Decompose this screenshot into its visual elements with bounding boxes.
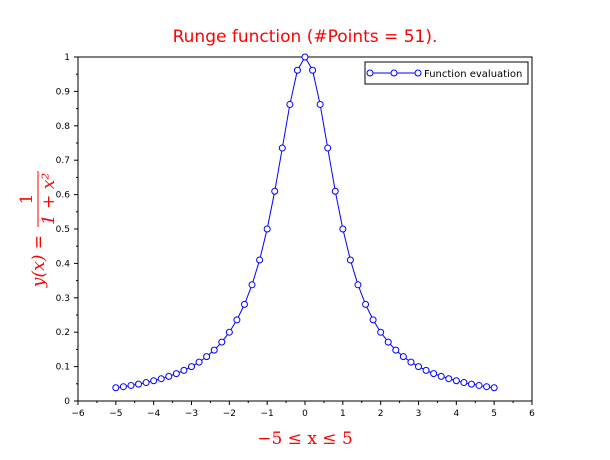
plot-area-frame (77, 56, 533, 402)
data-point (225, 328, 233, 336)
data-point (248, 281, 256, 289)
data-point (256, 256, 264, 264)
data-point (142, 379, 150, 387)
y-tick-label: 0.5 (56, 225, 70, 235)
data-point (460, 379, 468, 387)
data-point (210, 346, 218, 354)
data-point (112, 384, 120, 392)
data-point (150, 377, 158, 385)
y-tick-label: 0.3 (56, 294, 70, 304)
y-axis-label-lhs: y(x) = (29, 235, 49, 288)
data-point (278, 144, 286, 152)
series-line-function-evaluation (115, 55, 495, 389)
data-point (490, 384, 498, 392)
y-tick-label: 0.6 (56, 191, 71, 201)
data-point (286, 100, 294, 108)
data-point (188, 363, 195, 371)
data-point (407, 358, 415, 366)
data-point (240, 300, 248, 308)
data-point (165, 372, 173, 380)
data-point (301, 53, 309, 61)
x-tick-label: 1 (340, 409, 346, 419)
data-point (475, 381, 483, 389)
data-point (172, 370, 180, 378)
x-tick-label: −2 (223, 409, 236, 419)
data-point (437, 372, 445, 380)
y-tick-label: 0.1 (56, 363, 70, 373)
y-tick-label: 0.2 (56, 328, 70, 338)
data-point (180, 366, 188, 374)
data-point (331, 187, 339, 195)
data-point (309, 66, 317, 74)
x-tick-label: 3 (416, 409, 422, 419)
data-point (422, 366, 430, 374)
data-point (354, 281, 362, 289)
data-point (135, 380, 143, 388)
data-point (324, 144, 332, 152)
data-point (271, 187, 279, 195)
data-point (399, 353, 407, 361)
y-tick-label: 0.7 (56, 156, 70, 166)
data-point (127, 381, 135, 389)
legend-label: Function evaluation (424, 69, 522, 80)
x-tick-label: −4 (147, 409, 161, 419)
data-point (346, 256, 354, 264)
data-point (119, 383, 127, 391)
y-tick-label: 0 (64, 397, 70, 407)
x-axis: −6 −5 −4 −3 −2 −1 0 1 2 3 4 5 6 (71, 401, 535, 419)
data-point (452, 377, 460, 385)
data-point (263, 225, 271, 233)
legend: Function evaluation (364, 61, 529, 85)
data-point (445, 375, 453, 383)
x-tick-label: 6 (529, 409, 535, 419)
y-tick-label: 0.8 (56, 122, 71, 132)
y-axis-label-denominator: 1 + x² (39, 173, 59, 225)
data-point (483, 383, 491, 391)
x-tick-label: 4 (453, 409, 459, 419)
x-tick-label: −3 (185, 409, 198, 419)
data-point (339, 225, 347, 233)
x-axis-label: −5 ≤ x ≤ 5 (257, 429, 353, 449)
legend-marker (390, 69, 398, 77)
legend-marker (414, 69, 422, 77)
data-point (392, 346, 400, 354)
y-tick-label: 0.4 (56, 259, 71, 269)
data-point (415, 363, 422, 371)
data-point (293, 66, 301, 74)
data-point (195, 358, 203, 366)
data-point (430, 370, 438, 378)
data-point (203, 353, 211, 361)
data-point (467, 380, 475, 388)
chart-title: Runge function (#Points = 51). (173, 27, 438, 47)
x-tick-label: −6 (71, 409, 85, 419)
y-tick-label: 1 (64, 53, 70, 63)
legend-box (364, 61, 529, 85)
data-point (369, 316, 377, 324)
y-tick-label: 0.9 (56, 87, 71, 97)
data-point (218, 338, 226, 346)
x-tick-label: −1 (261, 409, 274, 419)
data-point (316, 100, 324, 108)
data-point (233, 316, 241, 324)
y-axis-label-numerator: 1 (17, 194, 37, 205)
x-tick-label: 2 (378, 409, 384, 419)
y-axis: 0 0.1 0.2 0.3 0.4 0.5 0.6 0.7 0.8 0.9 1 (56, 53, 78, 407)
x-tick-label: 5 (491, 409, 497, 419)
x-tick-label: 0 (302, 409, 308, 419)
data-point (362, 300, 370, 308)
legend-marker (366, 69, 374, 77)
data-point (377, 328, 385, 336)
data-point (157, 375, 165, 383)
x-tick-label: −5 (109, 409, 122, 419)
y-axis-label: y(x) = 1 1 + x² (17, 171, 59, 288)
data-point (384, 338, 392, 346)
series-markers (112, 53, 498, 392)
